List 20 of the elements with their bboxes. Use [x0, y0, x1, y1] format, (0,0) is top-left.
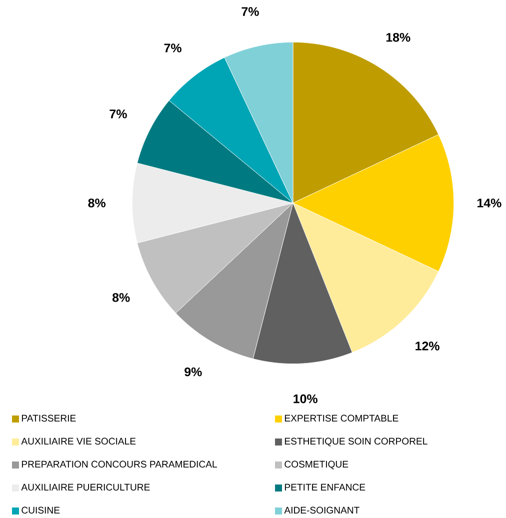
data-label: 8%	[88, 198, 106, 208]
legend-label: CUISINE	[22, 506, 60, 514]
data-label: 12%	[416, 342, 440, 350]
data-label: 9%	[184, 367, 202, 376]
legend-label: PATISSERIE	[22, 414, 76, 422]
legend-label: PREPARATION CONCOURS PARAMEDICAL	[22, 460, 217, 468]
data-label: 8%	[112, 293, 130, 302]
data-label: 14%	[477, 198, 502, 208]
legend-label: COSMETIQUE	[284, 460, 348, 470]
legend-label: EXPERTISE COMPTABLE	[284, 414, 398, 422]
legend-label: PETITE ENFANCE	[284, 484, 366, 491]
legend-label: AIDE-SOIGNANT	[284, 506, 360, 514]
legend-label: AUXILIAIRE VIE SOCIALE	[21, 438, 136, 445]
data-label: 7%	[242, 7, 259, 16]
data-label: 18%	[386, 32, 410, 42]
data-label: 7%	[110, 110, 127, 118]
data-label: 7%	[164, 44, 182, 52]
legend-label: AUXILIAIRE PUERICULTURE	[21, 484, 150, 491]
data-label: 10%	[294, 394, 318, 404]
legend-label: ESTHETIQUE SOIN CORPOREL	[284, 438, 428, 446]
